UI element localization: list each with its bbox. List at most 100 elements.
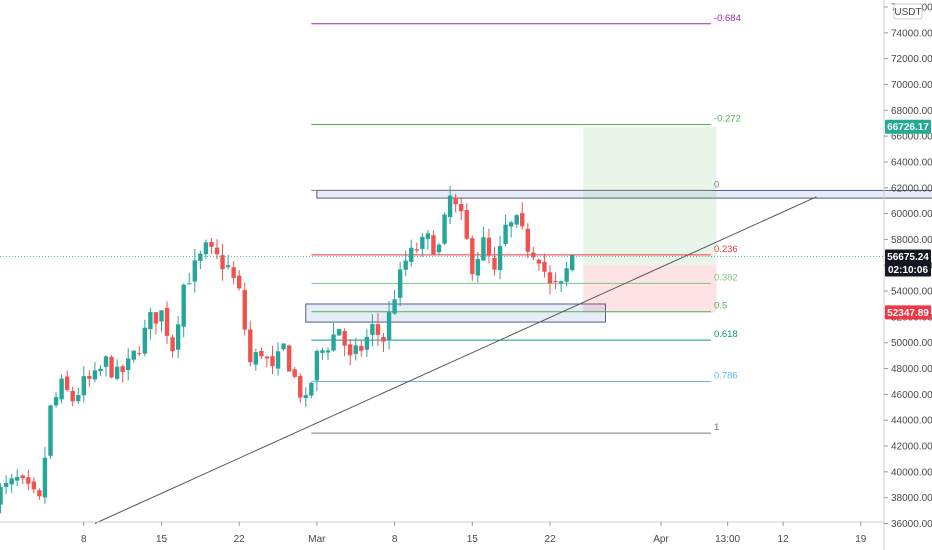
candle-body (553, 280, 558, 282)
candle-body (15, 477, 20, 481)
candle-body (508, 222, 514, 227)
candle-body (48, 405, 53, 456)
price-tag-label: 56675.24 (887, 252, 929, 263)
time-axis[interactable]: 8 15 22 Mar 8 15 22 Apr 13:00 12 19 (81, 522, 867, 545)
candle-body (542, 261, 547, 272)
time-tick-label: 12 (778, 534, 790, 545)
candle-body (570, 255, 575, 271)
price-tick-label: 50000.00 (891, 338, 932, 349)
price-tag-box (885, 262, 931, 277)
price-tick-label: 42000.00 (891, 442, 932, 453)
candle-body (64, 376, 70, 390)
loss-zone[interactable] (583, 265, 717, 313)
candle-body (470, 238, 475, 275)
candle-body (225, 265, 231, 268)
time-tick-label: 15 (156, 534, 168, 545)
candle-body (142, 327, 148, 354)
profit-zone[interactable] (583, 126, 717, 266)
candle-body (259, 350, 264, 357)
zone-rectangle[interactable] (305, 303, 606, 323)
price-tick-label: 58000.00 (891, 235, 932, 246)
candle-body (214, 247, 220, 255)
long-position-tool[interactable] (583, 126, 717, 313)
candle-body (3, 483, 9, 487)
candle-body (381, 337, 386, 342)
time-tick-label: 8 (392, 534, 398, 545)
price-tick-label: 64000.00 (891, 157, 932, 168)
candle-body (547, 272, 553, 284)
candle-body (98, 368, 103, 372)
candle-body (120, 366, 125, 372)
fib-level-label: 0.5 (714, 301, 727, 312)
candle-body (264, 356, 270, 359)
candle-body (531, 252, 536, 258)
price-tick-label: 72000.00 (891, 54, 932, 65)
candle-body (392, 299, 397, 314)
candle-body (275, 351, 281, 369)
fib-level-label: 0.786 (714, 370, 738, 381)
candle-body (20, 475, 25, 479)
candle-body (436, 244, 442, 253)
candle-body (286, 345, 292, 372)
price-tag-label: 02:10:06 (888, 265, 928, 276)
fib-level-label: -0.684 (714, 13, 741, 24)
price-tick-label: 68000.00 (891, 106, 932, 117)
candle-body (37, 490, 42, 497)
candle-body (481, 237, 486, 261)
candle-body (137, 353, 142, 355)
price-tick-label: 62000.00 (891, 183, 932, 194)
price-tick-label: 74000.00 (891, 28, 932, 39)
candle-body (298, 375, 303, 398)
price-tick-label: 44000.00 (891, 416, 932, 427)
time-tick-label: 15 (467, 534, 479, 545)
candle-body (159, 310, 164, 322)
candle-body (70, 391, 75, 402)
price-tick-label: 46000.00 (891, 390, 932, 401)
candle-body (492, 257, 497, 270)
candle-body (397, 269, 403, 298)
candle-body (497, 246, 503, 271)
candle-body (503, 224, 508, 244)
price-tick-label: 60000.00 (891, 209, 932, 220)
candle-body (514, 215, 519, 225)
candle-body (459, 203, 464, 212)
price-tick-label: 70000.00 (891, 80, 932, 91)
candle-body (87, 376, 92, 379)
candle-body (558, 281, 564, 284)
candle-body (92, 370, 98, 380)
candle-body (192, 260, 197, 282)
candle-body (331, 334, 336, 351)
plot-area[interactable] (0, 0, 884, 522)
candle-body (325, 350, 331, 353)
candle-body (270, 356, 275, 367)
price-tag-box (885, 249, 931, 264)
candle-body (364, 336, 370, 350)
candle-body (237, 275, 242, 289)
candle-body (370, 324, 375, 335)
candle-body (231, 267, 236, 278)
candle-body (131, 350, 136, 360)
candle-body (409, 247, 414, 262)
ascending-trendline[interactable] (94, 196, 817, 524)
fibonacci-extension[interactable]: -0.684 -0.272 0 0.236 0.382 0.5 0.618 0.786 1 (311, 13, 741, 434)
candle-body (170, 337, 175, 352)
candlestick-series (0, 186, 575, 514)
candle-body (153, 312, 159, 324)
candle-body (0, 487, 3, 505)
candle-body (76, 395, 81, 402)
candle-body (564, 268, 569, 282)
currency-badge[interactable]: USDT (893, 3, 923, 20)
candle-body (253, 352, 259, 365)
candle-body (103, 356, 109, 367)
time-tick-label: 22 (544, 534, 556, 545)
candle-body (26, 477, 31, 484)
candle-body (486, 237, 492, 256)
candle-body (420, 236, 425, 249)
price-tick-label: 48000.00 (891, 364, 932, 375)
time-tick-label: 13:00 (715, 534, 740, 545)
candle-body (342, 331, 347, 346)
price-tick-label: 40000.00 (891, 467, 932, 478)
candle-body (414, 249, 419, 251)
price-tag-box (885, 119, 931, 134)
